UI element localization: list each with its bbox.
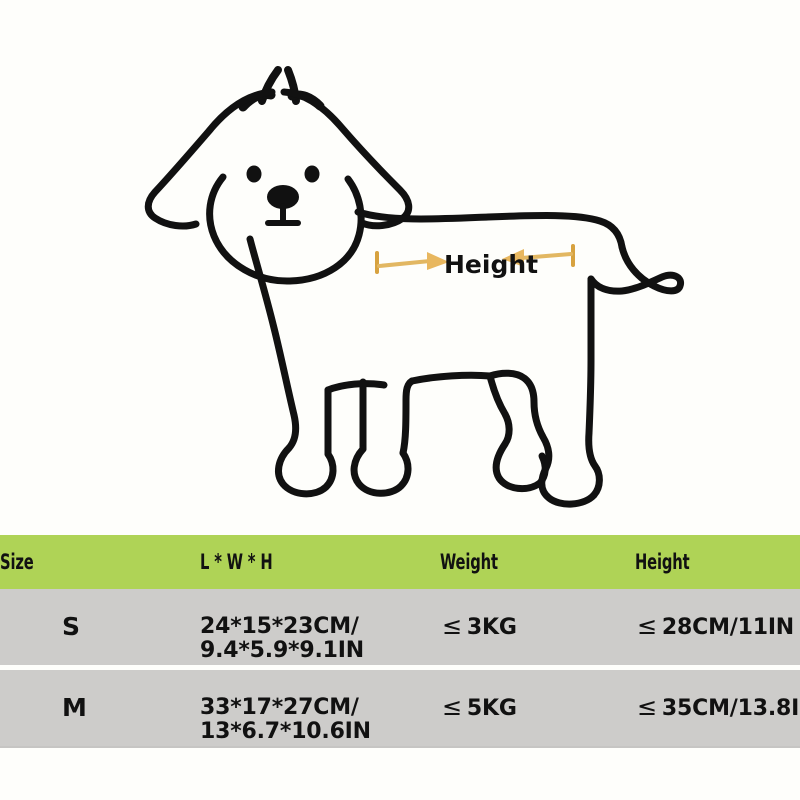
column-header-height: Height xyxy=(635,550,690,574)
size-chart-table: Size L * W * H Weight Height S 24*15*23C… xyxy=(0,535,800,748)
cell-weight: ≤3KG xyxy=(440,589,635,665)
belly-line-mid xyxy=(408,371,494,385)
column-header-weight: Weight xyxy=(440,550,498,574)
size-value: S xyxy=(62,612,80,641)
dimensions-value: 24*15*23CM/ 9.4*5.9*9.1IN xyxy=(200,589,440,664)
table-row: M 33*17*27CM/ 13*6.7*10.6IN ≤5KG ≤35CM/1… xyxy=(0,670,800,746)
dog-line-drawing: Height xyxy=(144,66,685,508)
less-than-equal-icon: ≤ xyxy=(637,612,657,641)
height-value: ≤35CM/13.8IN xyxy=(635,693,800,722)
dimensions-in: 13*6.7*10.6IN xyxy=(200,719,371,745)
left-ear xyxy=(144,88,276,230)
tail xyxy=(587,243,685,295)
face-outline xyxy=(206,173,365,285)
less-than-equal-icon: ≤ xyxy=(442,612,462,641)
dimensions-value: 33*17*27CM/ 13*6.7*10.6IN xyxy=(200,670,440,745)
height-measurement-annotation: Height xyxy=(375,244,575,279)
belly-line-front xyxy=(324,380,388,394)
right-ear xyxy=(280,88,413,230)
table-header-row: Size L * W * H Weight Height xyxy=(0,535,800,589)
table-bottom-edge-cell xyxy=(0,746,800,748)
front-right-leg-back xyxy=(399,377,416,457)
measure-right-arrowhead xyxy=(502,249,524,267)
hind-right-leg-back xyxy=(585,275,603,499)
dog-illustration-panel: Height xyxy=(144,66,685,508)
hind-left-leg xyxy=(486,372,544,493)
hind-right-leg-front xyxy=(486,369,598,508)
height-number: 35CM/13.8IN xyxy=(661,696,800,722)
weight-number: 5KG xyxy=(466,696,517,722)
dimensions-cm: 24*15*23CM/ xyxy=(200,613,359,639)
measure-left-shaft xyxy=(377,259,432,268)
nose xyxy=(267,185,299,209)
column-header-size: Size xyxy=(0,550,34,574)
measure-right-shaft xyxy=(519,252,573,260)
cell-size: S xyxy=(0,589,200,665)
column-header-dims: L * W * H xyxy=(200,550,273,574)
height-number: 28CM/11IN xyxy=(661,615,795,641)
less-than-equal-icon: ≤ xyxy=(637,693,657,722)
cell-size: M xyxy=(0,670,200,746)
chest-front-line xyxy=(246,235,300,452)
height-measure-label: Height xyxy=(444,250,538,279)
weight-value: ≤5KG xyxy=(440,693,517,722)
cell-dimensions: 33*17*27CM/ 13*6.7*10.6IN xyxy=(200,670,440,746)
cell-height: ≤35CM/13.8IN xyxy=(635,670,800,746)
right-eye xyxy=(304,165,320,183)
table-row: S 24*15*23CM/ 9.4*5.9*9.1IN ≤3KG ≤28CM/1… xyxy=(0,589,800,665)
weight-value: ≤3KG xyxy=(440,612,517,641)
back-topline xyxy=(354,208,626,251)
size-value: M xyxy=(62,693,87,722)
less-than-equal-icon: ≤ xyxy=(442,693,462,722)
dimensions-in: 9.4*5.9*9.1IN xyxy=(200,638,364,664)
weight-number: 3KG xyxy=(466,615,517,641)
left-eye xyxy=(246,165,262,183)
row-divider xyxy=(0,665,800,670)
front-left-paw xyxy=(274,444,337,498)
height-value: ≤28CM/11IN xyxy=(635,612,795,641)
measure-left-arrowhead xyxy=(427,252,449,270)
front-right-paw xyxy=(350,445,412,497)
cell-weight: ≤5KG xyxy=(440,670,635,746)
cell-dimensions: 24*15*23CM/ 9.4*5.9*9.1IN xyxy=(200,589,440,665)
table-bottom-edge xyxy=(0,746,800,748)
cell-height: ≤28CM/11IN xyxy=(635,589,800,665)
dimensions-cm: 33*17*27CM/ xyxy=(200,694,359,720)
